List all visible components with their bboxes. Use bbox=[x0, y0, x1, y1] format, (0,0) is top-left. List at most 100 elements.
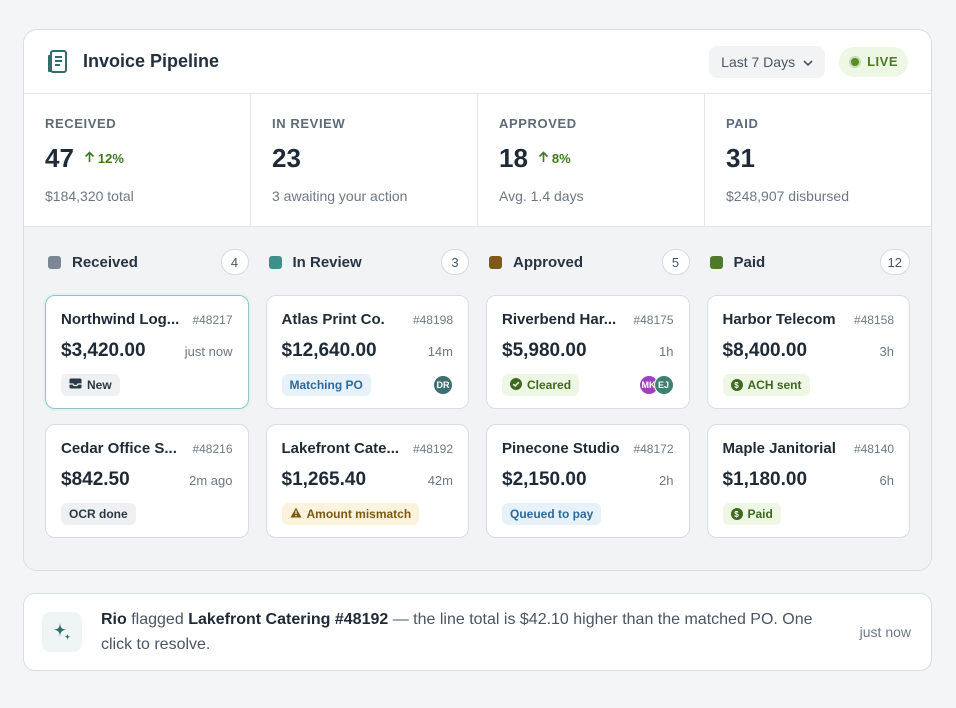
invoice-id: #48192 bbox=[412, 441, 453, 456]
invoice-vendor: Riverbend Har... bbox=[502, 311, 617, 328]
arrow-up-icon bbox=[84, 151, 95, 166]
invoice-vendor: Northwind Log... bbox=[61, 311, 180, 328]
live-dot-icon bbox=[849, 55, 862, 68]
stat-value: 31 bbox=[726, 143, 755, 173]
column-title: Approved bbox=[513, 253, 584, 271]
kanban-board: Received 4 Northwind Log... #48217 $3,42… bbox=[24, 227, 931, 570]
stat-in-review: IN REVIEW 23 3 awaiting your action bbox=[251, 94, 478, 226]
check-circle-icon bbox=[510, 377, 522, 393]
invoice-id: #48175 bbox=[633, 312, 674, 327]
stat-delta-value: 8% bbox=[551, 151, 571, 166]
live-label: LIVE bbox=[867, 54, 898, 69]
stat-received: RECEIVED 47 12% $184,320 total bbox=[24, 94, 251, 226]
notification-message: — the line total is $42.10 higher than t… bbox=[101, 611, 813, 653]
stat-delta: 12% bbox=[84, 151, 124, 166]
column-count: 4 bbox=[220, 249, 249, 275]
dollar-coin-icon: $ bbox=[730, 379, 743, 391]
column-header: Approved 5 bbox=[486, 249, 690, 275]
avatar[interactable]: MK bbox=[638, 375, 659, 395]
invoice-card[interactable]: Harbor Telecom #48158 $8,400.00 3h $ ACH… bbox=[706, 295, 910, 409]
invoice-card[interactable]: Pinecone Studio #48172 $2,150.00 2h Queu… bbox=[486, 424, 690, 538]
status-badge-label: New bbox=[87, 378, 112, 392]
column-title: Paid bbox=[733, 253, 766, 271]
invoice-card[interactable]: Cedar Office S... #48216 $842.50 2m ago … bbox=[45, 424, 249, 538]
stats-row: RECEIVED 47 12% $184,320 total IN REVIEW… bbox=[24, 94, 931, 227]
notification-time: just now bbox=[859, 624, 911, 640]
column-count: 3 bbox=[441, 249, 469, 275]
invoice-card[interactable]: Northwind Log... #48217 $3,420.00 just n… bbox=[45, 295, 249, 409]
invoice-amount: $842.50 bbox=[61, 469, 130, 490]
avatar[interactable]: DR bbox=[433, 375, 453, 395]
invoice-pipeline-card: Invoice Pipeline Last 7 Days LIVE RECEIV… bbox=[23, 29, 932, 571]
status-badge-label: OCR done bbox=[69, 507, 128, 521]
invoice-vendor: Cedar Office S... bbox=[61, 440, 177, 457]
status-badge-label: Cleared bbox=[527, 378, 572, 392]
invoice-vendor: Pinecone Studio bbox=[502, 440, 620, 457]
status-badge-label: ACH sent bbox=[747, 378, 802, 392]
status-badge: Queued to pay bbox=[502, 503, 602, 525]
column-header: Received 4 bbox=[45, 249, 249, 275]
invoice-vendor: Maple Janitorial bbox=[722, 440, 836, 457]
status-badge: OCR done bbox=[61, 503, 136, 525]
column-count: 12 bbox=[879, 249, 910, 275]
status-badge: Matching PO bbox=[281, 374, 371, 396]
status-badge-label: Paid bbox=[747, 507, 773, 521]
stat-value: 47 bbox=[45, 143, 74, 173]
invoice-time: 2m ago bbox=[189, 473, 233, 488]
invoice-time: 1h bbox=[659, 344, 674, 359]
column-color-dot bbox=[268, 255, 282, 269]
assignee-avatars: DR bbox=[433, 375, 453, 395]
invoice-amount: $1,265.40 bbox=[281, 469, 367, 490]
stat-label: IN REVIEW bbox=[272, 116, 346, 131]
invoice-card[interactable]: Riverbend Har... #48175 $5,980.00 1h Cle… bbox=[486, 295, 690, 409]
invoice-card[interactable]: Maple Janitorial #48140 $1,180.00 6h $ P… bbox=[706, 424, 910, 538]
column-header: In Review 3 bbox=[266, 249, 469, 275]
status-badge: New bbox=[61, 374, 120, 396]
stat-sub: Avg. 1.4 days bbox=[499, 188, 584, 204]
column-color-dot bbox=[48, 255, 61, 269]
invoice-amount: $3,420.00 bbox=[61, 340, 146, 361]
dollar-coin-icon: $ bbox=[730, 508, 743, 520]
column-in-review: In Review 3 Atlas Print Co. #48198 $12,6… bbox=[265, 249, 469, 570]
notification-subject[interactable]: Lakefront Catering #48192 bbox=[188, 611, 389, 628]
column-paid: Paid 12 Harbor Telecom #48158 $8,400.00 … bbox=[706, 249, 910, 570]
invoice-amount: $12,640.00 bbox=[281, 340, 377, 361]
arrow-up-icon bbox=[538, 151, 549, 166]
invoice-amount: $5,980.00 bbox=[502, 340, 587, 361]
avatar[interactable]: EJ bbox=[653, 375, 674, 395]
invoice-vendor: Harbor Telecom bbox=[722, 311, 836, 328]
column-color-dot bbox=[709, 255, 723, 269]
invoice-card[interactable]: Lakefront Cate... #48192 $1,265.40 42m A… bbox=[265, 424, 469, 538]
invoice-amount: $8,400.00 bbox=[722, 340, 808, 361]
invoice-time: 3h bbox=[879, 344, 894, 359]
ai-notification[interactable]: Rio flagged Lakefront Catering #48192 — … bbox=[23, 593, 932, 671]
page-title: Invoice Pipeline bbox=[83, 51, 220, 71]
status-badge-label: Amount mismatch bbox=[306, 507, 412, 521]
stat-paid: PAID 31 $248,907 disbursed bbox=[705, 94, 931, 226]
date-range-label: Last 7 Days bbox=[721, 53, 796, 70]
column-title: Received bbox=[72, 253, 138, 271]
invoice-amount: $2,150.00 bbox=[502, 469, 587, 490]
invoice-time: just now bbox=[184, 344, 233, 359]
invoice-card[interactable]: Atlas Print Co. #48198 $12,640.00 14m Ma… bbox=[265, 295, 469, 409]
status-badge: Amount mismatch bbox=[281, 503, 420, 525]
invoice-id: #48172 bbox=[633, 441, 674, 456]
column-header: Paid 12 bbox=[707, 249, 910, 275]
invoice-vendor: Lakefront Cate... bbox=[281, 440, 400, 457]
column-count: 5 bbox=[661, 249, 690, 275]
invoice-id: #48216 bbox=[192, 441, 233, 456]
date-range-dropdown[interactable]: Last 7 Days bbox=[709, 45, 826, 78]
live-badge: LIVE bbox=[839, 46, 908, 77]
chevron-down-icon bbox=[803, 54, 813, 70]
stat-sub: 3 awaiting your action bbox=[272, 188, 408, 204]
invoice-vendor: Atlas Print Co. bbox=[281, 311, 385, 328]
invoice-icon bbox=[47, 49, 69, 74]
column-received: Received 4 Northwind Log... #48217 $3,42… bbox=[45, 249, 249, 570]
notification-actor: Rio bbox=[101, 611, 127, 628]
stat-label: RECEIVED bbox=[45, 116, 117, 131]
stat-label: APPROVED bbox=[499, 116, 577, 131]
notification-verb: flagged bbox=[131, 611, 184, 628]
invoice-id: #48217 bbox=[192, 312, 233, 327]
card-header: Invoice Pipeline Last 7 Days LIVE bbox=[24, 30, 931, 94]
invoice-time: 42m bbox=[427, 473, 453, 488]
